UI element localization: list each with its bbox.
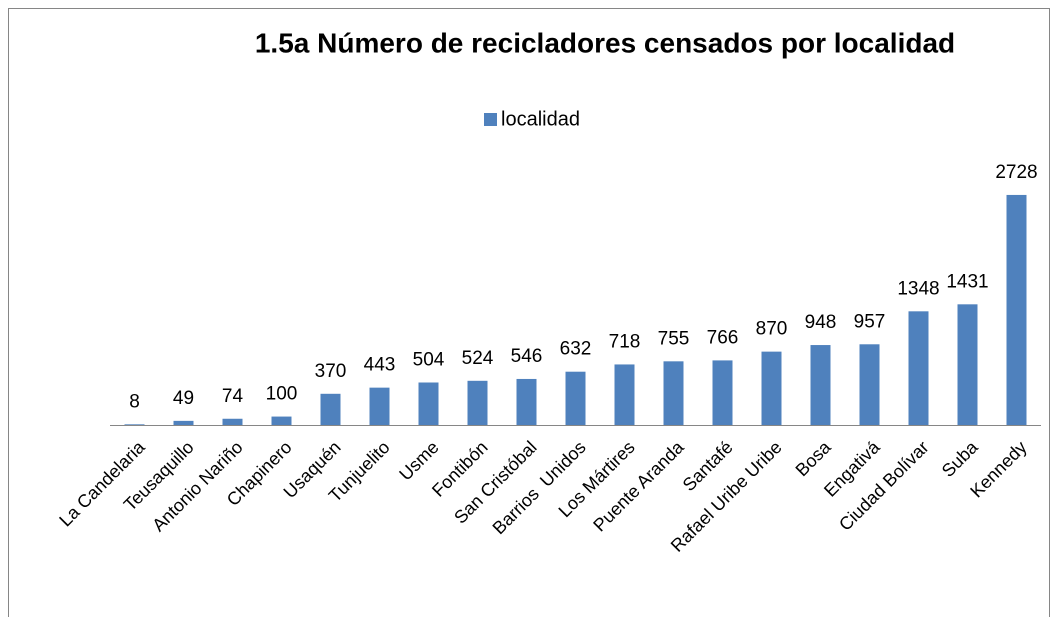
data-label: 957: [854, 311, 886, 332]
bar: [663, 361, 684, 425]
data-label: 2728: [995, 162, 1037, 183]
chart-frame: [8, 8, 1050, 617]
bar: [957, 304, 978, 425]
bar: [467, 380, 488, 425]
bar: [1006, 194, 1027, 425]
bar: [222, 418, 243, 425]
data-label: 870: [756, 319, 788, 340]
data-label: 443: [364, 355, 396, 376]
bar: [418, 382, 439, 425]
data-label: 504: [413, 350, 445, 371]
bar: [859, 344, 880, 425]
bar: [908, 311, 929, 425]
data-label: 948: [805, 312, 837, 333]
bar: [369, 387, 390, 425]
bar: [271, 416, 292, 425]
bar: [712, 360, 733, 425]
data-label: 74: [222, 386, 244, 407]
chart-title: 1.5a Número de recicladores censados por…: [255, 27, 955, 58]
data-label: 524: [462, 348, 494, 369]
bar: [614, 364, 635, 425]
bar: [320, 393, 341, 425]
data-label: 718: [609, 331, 641, 352]
bar: [124, 424, 145, 425]
data-label: 49: [173, 388, 194, 409]
data-label: 370: [315, 361, 347, 382]
data-label: 546: [511, 346, 543, 367]
bar: [173, 420, 194, 425]
data-label: 1431: [946, 271, 988, 292]
data-label: 632: [560, 339, 592, 360]
bar: [565, 371, 586, 425]
data-label: 100: [266, 384, 298, 405]
data-label: 766: [707, 327, 739, 348]
legend-label: localidad: [501, 108, 580, 130]
bar: [810, 345, 831, 425]
data-label: 755: [658, 328, 690, 349]
data-label: 1348: [897, 278, 939, 299]
data-label: 8: [129, 391, 140, 412]
legend-swatch: [484, 113, 497, 126]
bar: [761, 351, 782, 425]
bar: [516, 378, 537, 425]
